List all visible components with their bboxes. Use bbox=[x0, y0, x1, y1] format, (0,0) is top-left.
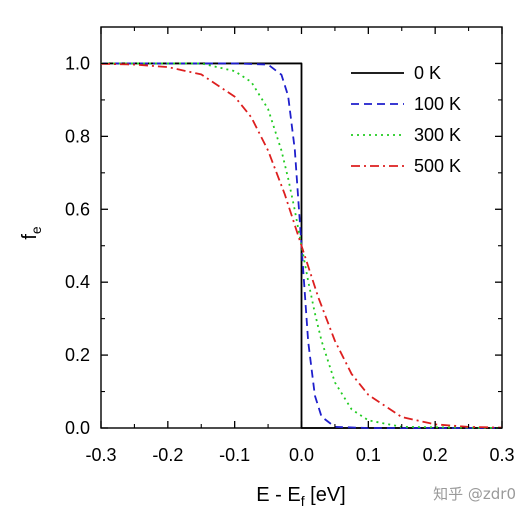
x-axis-label: E - Ef [eV] bbox=[256, 484, 345, 509]
legend-label-0: 0 K bbox=[414, 63, 441, 83]
y-tick-label: 0.8 bbox=[65, 126, 90, 146]
x-tick-label: 0.0 bbox=[289, 445, 314, 465]
y-tick-label: 0.2 bbox=[65, 345, 90, 365]
x-tick-label: -0.3 bbox=[85, 445, 116, 465]
y-tick-label: 0.4 bbox=[65, 272, 90, 292]
y-tick-label: 0.0 bbox=[65, 418, 90, 438]
legend-label-1: 100 K bbox=[414, 94, 461, 114]
y-axis-label: fe bbox=[19, 226, 44, 240]
x-tick-label: 0.2 bbox=[423, 445, 448, 465]
series-lines bbox=[100, 62, 503, 429]
tick-labels: -0.3 -0.2 -0.1 0.0 0.1 0.2 0.3 0.0 0.2 0.4 0.6 0.8 1… bbox=[65, 53, 515, 465]
y-tick-label: 1.0 bbox=[65, 53, 90, 73]
y-tick-label: 0.6 bbox=[65, 199, 90, 219]
axis-ticks bbox=[100, 27, 503, 429]
series-line-3 bbox=[100, 62, 503, 429]
x-tick-label: 0.3 bbox=[489, 445, 514, 465]
legend-label-2: 300 K bbox=[414, 125, 461, 145]
watermark-text: 知乎 @zdr0 bbox=[433, 485, 516, 503]
x-tick-label: -0.2 bbox=[152, 445, 183, 465]
x-tick-label: -0.1 bbox=[219, 445, 250, 465]
legend-label-3: 500 K bbox=[414, 156, 461, 176]
legend: 0 K 100 K 300 K 500 K bbox=[351, 63, 461, 176]
x-tick-label: 0.1 bbox=[356, 445, 381, 465]
